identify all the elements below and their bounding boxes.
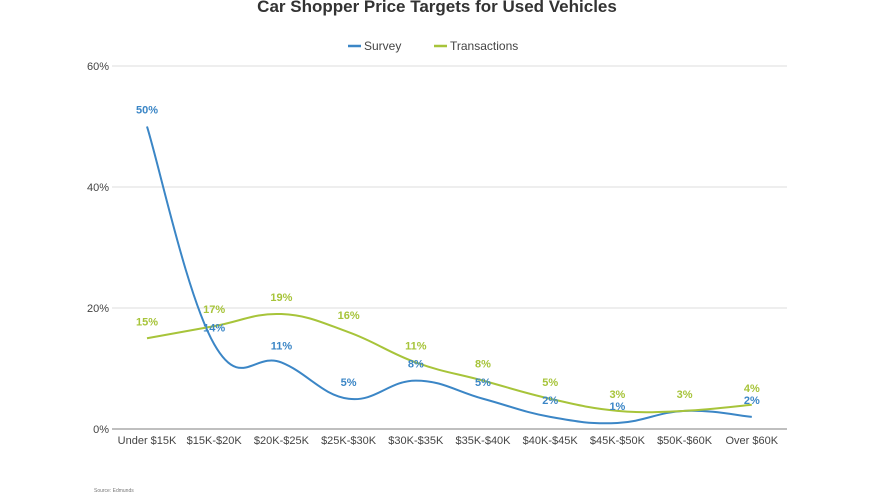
- series-line-transactions: [146, 312, 752, 414]
- data-label-transactions: 8%: [475, 359, 491, 371]
- data-label-survey: 14%: [203, 322, 225, 334]
- data-label-survey: 8%: [408, 359, 424, 371]
- data-label-survey: 5%: [341, 377, 357, 389]
- data-label-survey: 50%: [136, 105, 158, 117]
- legend-label-transactions: Transactions: [450, 39, 518, 53]
- legend: Survey Transactions: [348, 39, 518, 53]
- data-label-survey: 2%: [542, 395, 558, 407]
- data-label-transactions: 15%: [136, 316, 158, 328]
- chart-title: Car Shopper Price Targets for Used Vehic…: [257, 0, 617, 16]
- data-label-transactions: 19%: [270, 292, 292, 304]
- source-note: Source: Edmunds: [94, 488, 134, 494]
- x-tick-label: Under $15K: [118, 435, 177, 447]
- x-tick-label: $50K-$60K: [657, 435, 713, 447]
- data-label-transactions: 16%: [338, 310, 360, 322]
- data-label-transactions: 3%: [677, 389, 693, 401]
- series-line-survey: [146, 126, 752, 425]
- data-label-transactions: 4%: [744, 383, 760, 395]
- y-tick-label: 60%: [87, 61, 109, 73]
- x-tick-label: $45K-$50K: [590, 435, 646, 447]
- y-tick-label: 20%: [87, 303, 109, 315]
- x-tick-label: $40K-$45K: [523, 435, 579, 447]
- x-tick-label: $35K-$40K: [455, 435, 511, 447]
- x-tick-label: Over $60K: [726, 435, 779, 447]
- x-tick-label: $30K-$35K: [388, 435, 444, 447]
- y-tick-label: 40%: [87, 182, 109, 194]
- data-label-survey: 5%: [475, 377, 491, 389]
- legend-label-survey: Survey: [364, 39, 401, 53]
- data-label-transactions: 5%: [542, 377, 558, 389]
- data-label-survey: 2%: [744, 395, 760, 407]
- x-tick-label: $20K-$25K: [254, 435, 310, 447]
- data-label-transactions: 3%: [609, 389, 625, 401]
- data-label-survey: 1%: [609, 401, 625, 413]
- data-label-survey: 11%: [271, 340, 293, 352]
- data-label-transactions: 17%: [203, 304, 225, 316]
- y-tick-label: 0%: [93, 424, 109, 436]
- data-label-transactions: 11%: [405, 340, 427, 352]
- x-tick-label: $25K-$30K: [321, 435, 377, 447]
- x-tick-label: $15K-$20K: [187, 435, 243, 447]
